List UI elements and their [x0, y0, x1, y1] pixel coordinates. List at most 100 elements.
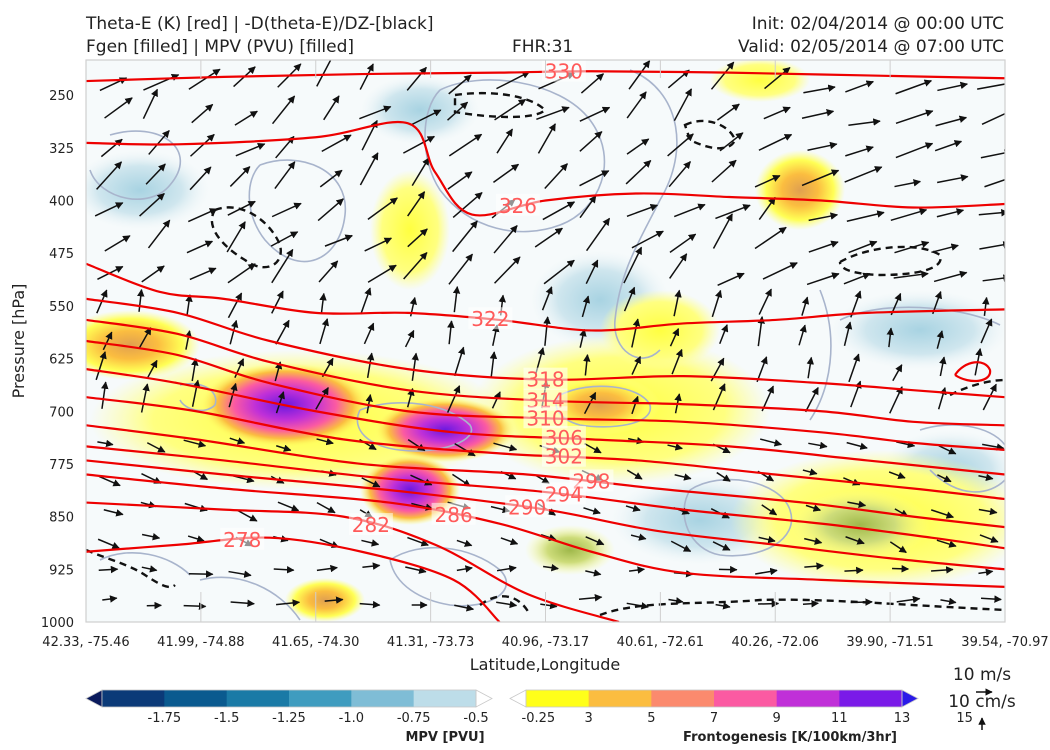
- wind-vector: [229, 437, 246, 445]
- wind-vector: [544, 163, 568, 190]
- wind-vector: [802, 468, 818, 476]
- wind-vector: [892, 364, 903, 382]
- wind-vector: [711, 159, 737, 183]
- mpv-contour: [89, 130, 182, 200]
- wind-vector: [758, 133, 793, 151]
- wind-vector: [631, 355, 641, 375]
- wind-vector: [896, 595, 921, 604]
- wind-vector: [626, 602, 649, 610]
- theta-e-label: 282: [352, 513, 390, 537]
- mpv-colorbar-title: MPV [PVU]: [405, 730, 484, 745]
- wind-vector: [316, 564, 338, 573]
- vector-key-horizontal-label: 10 m/s: [953, 665, 1011, 685]
- wind-vector: [454, 604, 475, 612]
- wind-vector: [270, 231, 299, 247]
- wind-vector: [712, 541, 731, 551]
- colorbar-segment: [226, 690, 290, 707]
- colorbar-tick-label: -1.0: [339, 711, 364, 726]
- mpv-colorbar: -1.75 -1.5 -1.25 -1.0 -0.75 -0.5 -0.25: [85, 689, 555, 726]
- y-tick-label: 775: [49, 458, 74, 473]
- wind-vector: [187, 535, 205, 543]
- wind-vector: [806, 272, 840, 286]
- x-tick-label: 41.65, -74.30: [272, 635, 359, 650]
- colorbar-segment: [289, 690, 352, 707]
- wind-vector: [139, 192, 165, 217]
- wind-vector: [230, 599, 255, 608]
- wind-vector: [981, 595, 1002, 603]
- wind-vector: [405, 566, 427, 574]
- wind-vector: [403, 252, 428, 280]
- wind-vector: [452, 192, 483, 219]
- theta-e-line: [86, 459, 1005, 571]
- wind-vector: [94, 202, 124, 217]
- wind-vector: [141, 533, 161, 541]
- wind-vector: [227, 263, 256, 284]
- wind-vector: [271, 202, 302, 218]
- forecast-hour: FHR:31: [512, 37, 574, 57]
- x-tick-label: 39.54, -70.97: [961, 635, 1048, 650]
- wind-vector: [895, 109, 934, 125]
- wind-vector: [359, 105, 392, 120]
- wind-vector: [670, 540, 692, 553]
- wind-vector: [845, 80, 874, 93]
- wind-vector: [137, 288, 145, 312]
- wind-vector: [540, 601, 558, 610]
- colorbar-tick-label: 13: [894, 711, 911, 726]
- theta-e-label: 330: [545, 60, 583, 84]
- wind-vector: [187, 208, 218, 223]
- wind-vector: [359, 152, 379, 186]
- colorbar-segment: [351, 690, 415, 707]
- stability-contour: [479, 595, 532, 616]
- theta-e-label-bg: [468, 307, 513, 330]
- wind-vector: [844, 166, 883, 183]
- x-tick-label: 40.61, -72.61: [617, 635, 704, 650]
- wind-vector: [764, 66, 791, 90]
- wind-vector: [631, 318, 641, 348]
- wind-vector: [801, 109, 835, 119]
- wind-vector: [185, 294, 193, 316]
- y-tick-label: 250: [49, 89, 74, 104]
- wind-vector: [494, 98, 527, 121]
- wind-vector: [668, 161, 691, 188]
- theta-e-labels: 3303263223183143103063022982942902862822…: [220, 59, 614, 552]
- wind-vector: [323, 95, 340, 121]
- wind-vector: [274, 161, 296, 190]
- wind-vector: [889, 541, 907, 554]
- wind-vector: [579, 170, 610, 187]
- wind-vector: [407, 191, 426, 217]
- mpv-contour: [683, 478, 793, 557]
- stability-contour: [210, 206, 282, 269]
- wind-vector: [978, 507, 998, 516]
- wind-vector: [273, 566, 295, 574]
- wind-vector: [667, 443, 683, 451]
- wind-vector: [542, 201, 576, 221]
- wind-vector: [981, 109, 1005, 125]
- theta-e-label-bg: [541, 59, 586, 82]
- wind-vector: [579, 195, 597, 219]
- wind-vector: [626, 469, 643, 480]
- wind-vector: [491, 391, 501, 409]
- fgen-area: [600, 290, 720, 370]
- wind-vector: [543, 259, 575, 285]
- wind-vector: [626, 91, 647, 119]
- fgen-colorbar: 3 5 7 9 11 13 15: [509, 689, 973, 726]
- wind-vector: [798, 324, 807, 346]
- wind-vector: [543, 563, 559, 572]
- theta-e-label-bg: [523, 367, 568, 390]
- theta-e-closed-contour: [954, 361, 992, 383]
- wind-vector: [316, 60, 332, 87]
- wind-vector: [324, 234, 353, 247]
- fgen-area: [525, 525, 615, 575]
- y-tick-label: 1000: [41, 616, 74, 631]
- wind-vector: [146, 442, 166, 453]
- x-axis-ticks: 42.33, -75.46 41.99, -74.88 41.65, -74.30 4…: [42, 60, 1049, 650]
- wind-vector: [189, 166, 212, 191]
- wind-vector: [359, 63, 374, 90]
- theta-e-label-bg: [541, 444, 586, 467]
- wind-vector: [493, 225, 518, 254]
- wind-vector: [101, 381, 109, 409]
- wind-vector: [715, 602, 731, 610]
- wind-vector: [895, 79, 933, 95]
- colorbar-segment: [714, 690, 778, 707]
- wind-vector: [191, 379, 201, 407]
